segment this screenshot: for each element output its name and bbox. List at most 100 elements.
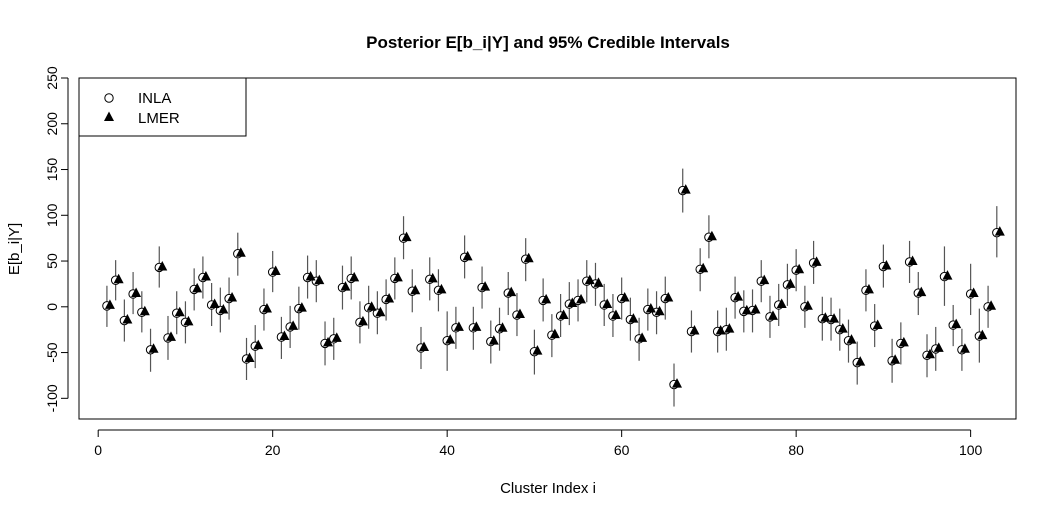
lmer-point [122, 314, 133, 324]
lmer-point [715, 325, 726, 335]
lmer-point [174, 306, 185, 317]
x-tick-label: 60 [614, 442, 630, 458]
lmer-point [375, 306, 386, 317]
lmer-point [663, 292, 674, 302]
lmer-point [418, 341, 429, 351]
y-tick-label: 50 [44, 253, 60, 269]
lmer-point [750, 303, 761, 314]
lmer-point [235, 247, 246, 257]
x-tick-label: 40 [439, 442, 455, 458]
lmer-point [925, 348, 936, 359]
lmer-point [986, 300, 997, 310]
legend-lmer-marker [104, 111, 114, 121]
lmer-point [514, 308, 525, 319]
lmer-point [881, 260, 892, 270]
lmer-point [366, 301, 377, 311]
lmer-point [340, 281, 351, 291]
lmer-point [314, 274, 325, 285]
lmer-point [968, 287, 979, 297]
lmer-point [165, 331, 176, 341]
lmer-point [890, 354, 901, 364]
x-axis-label: Cluster Index i [500, 480, 596, 497]
lmer-point [628, 313, 639, 323]
lmer-point [253, 339, 264, 350]
x-tick-label: 0 [94, 442, 102, 458]
lmer-point [602, 298, 613, 308]
chart-title: Posterior E[b_i|Y] and 95% Credible Inte… [366, 33, 730, 52]
lmer-point [131, 287, 142, 297]
lmer-point [532, 345, 543, 355]
lmer-point [680, 184, 691, 194]
lmer-point [872, 319, 883, 330]
lmer-point [148, 343, 159, 353]
lmer-point [863, 283, 874, 294]
lmer-point [706, 230, 717, 241]
lmer-point [593, 277, 604, 287]
lmer-point [445, 334, 456, 344]
lmer-point [645, 303, 656, 313]
x-tick-label: 80 [788, 442, 804, 458]
lmer-point [802, 300, 813, 310]
y-tick-label: 150 [44, 158, 60, 182]
y-tick-label: 250 [44, 66, 60, 90]
lmer-point [200, 271, 211, 281]
lmer-point [994, 226, 1005, 236]
lmer-point [296, 302, 307, 312]
lmer-point [698, 262, 709, 273]
lmer-point [785, 278, 796, 288]
lmer-point [933, 342, 944, 352]
lmer-point [811, 256, 822, 266]
lmer-point [384, 292, 395, 303]
lmer-point [305, 271, 316, 281]
lmer-point [689, 325, 700, 335]
inla-series [102, 185, 1002, 390]
y-tick-label: 0 [44, 303, 60, 311]
lmer-point [829, 313, 840, 323]
lmer-point [104, 299, 115, 309]
lmer-point [846, 334, 857, 344]
y-tick-label: 200 [44, 112, 60, 136]
lmer-point [907, 255, 918, 265]
lmer-point [139, 305, 150, 316]
lmer-point [453, 321, 464, 331]
lmer-point [349, 271, 360, 282]
lmer-point [820, 312, 831, 322]
lmer-point [157, 260, 168, 271]
y-axis: -100 -50 0 50 100 150 200 250 [44, 66, 69, 412]
lmer-point [951, 318, 962, 329]
lmer-point [541, 293, 552, 304]
lmer-point [567, 297, 578, 308]
lmer-point [549, 328, 560, 339]
lmer-point [584, 274, 595, 285]
lmer-point [898, 336, 909, 347]
lmer-point [558, 309, 569, 319]
lmer-point [410, 284, 421, 295]
lmer-point [427, 272, 438, 283]
lmer-point [436, 283, 447, 294]
y-tick-label: 100 [44, 203, 60, 227]
lmer-point [637, 332, 648, 342]
lmer-point [401, 231, 412, 242]
lmer-point [506, 286, 517, 297]
lmer-point [288, 320, 299, 330]
lmer-point [488, 335, 499, 345]
lmer-point [471, 321, 482, 331]
lmer-series [104, 184, 1005, 388]
x-axis: 0 20 40 60 80 100 [94, 429, 983, 458]
lmer-point [959, 343, 970, 353]
lmer-point [227, 292, 238, 302]
x-tick-label: 20 [265, 442, 281, 458]
lmer-point [279, 330, 290, 340]
lmer-point [724, 323, 735, 333]
lmer-point [523, 252, 534, 263]
plot-frame [78, 77, 1017, 420]
legend-box [78, 77, 247, 137]
lmer-point [610, 309, 621, 319]
lmer-point [776, 298, 787, 308]
lmer-point [916, 286, 927, 297]
lmer-point [942, 270, 953, 280]
x-tick-label: 100 [959, 442, 983, 458]
lmer-point [794, 263, 805, 274]
y-tick-label: -100 [44, 384, 60, 412]
y-tick-label: -50 [44, 342, 60, 362]
